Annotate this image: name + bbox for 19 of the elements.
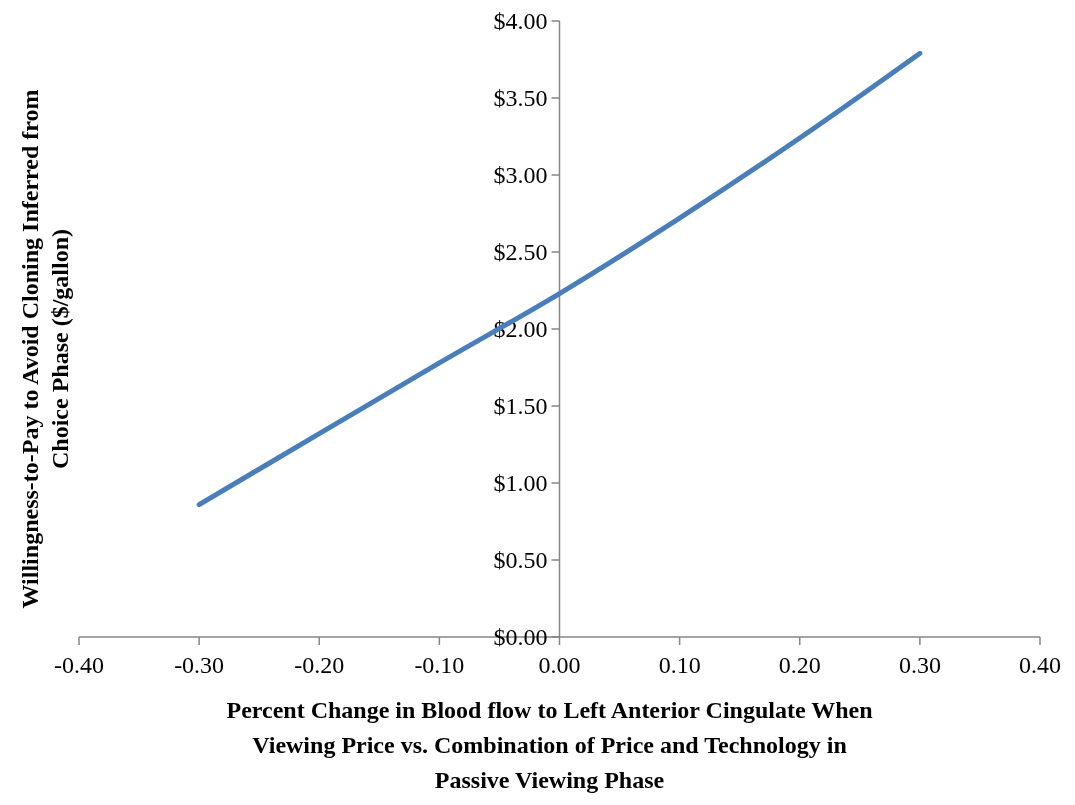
x-tick-label: 0.10 xyxy=(658,652,701,678)
y-tick-label: $0.00 xyxy=(493,624,548,650)
x-tick-label: -0.40 xyxy=(54,652,104,678)
x-tick-label: -0.30 xyxy=(174,652,225,678)
y-tick-label: $1.00 xyxy=(493,470,548,496)
x-tick-label: -0.10 xyxy=(414,652,465,678)
y-tick-label: $2.50 xyxy=(493,239,548,265)
y-axis-title: Willingness-to-Pay to Avoid Cloning Inferred from Choice Phase ($/gallon) xyxy=(17,89,73,609)
y-tick-label: $4.00 xyxy=(493,8,548,34)
y-tick-label: $1.50 xyxy=(493,393,548,419)
y-tick-label: $3.00 xyxy=(493,162,548,188)
x-axis-title: Percent Change in Blood flow to Left Anterior Cingulate When Viewing Price vs. Combination of Price and Technology in Passive Viewing Phase xyxy=(226,697,873,793)
y-tick-label: $0.50 xyxy=(493,547,548,573)
x-tick-label: 0.20 xyxy=(778,652,821,678)
x-tick-label: 0.00 xyxy=(538,652,581,678)
x-tick-label: 0.30 xyxy=(898,652,941,678)
y-tick-label: $3.50 xyxy=(493,85,548,111)
x-tick-label: 0.40 xyxy=(1019,652,1061,678)
x-tick-label: -0.20 xyxy=(294,652,345,678)
